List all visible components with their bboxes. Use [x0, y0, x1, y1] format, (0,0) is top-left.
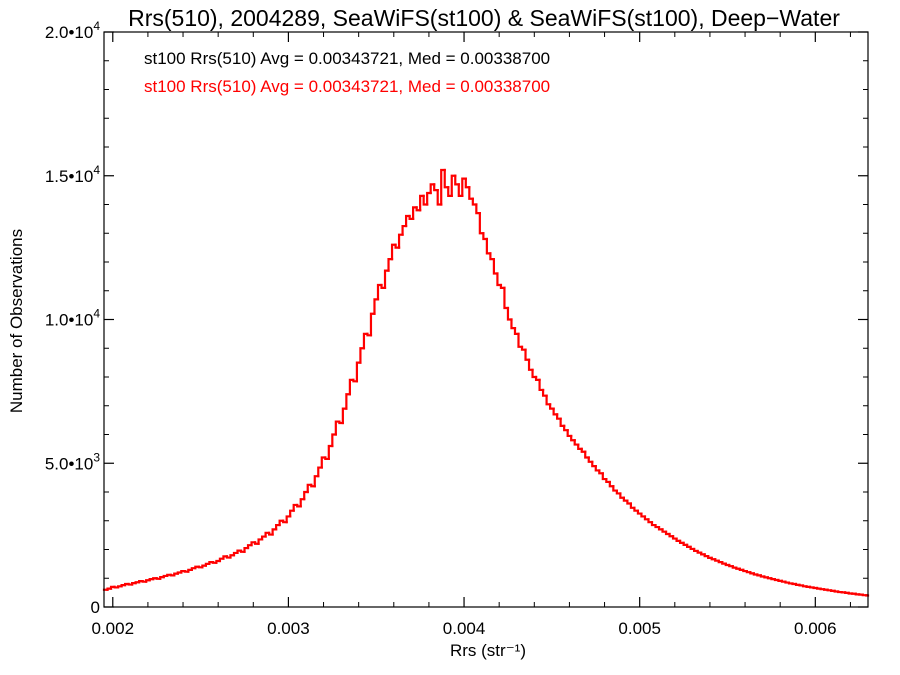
histogram-series [102, 168, 870, 597]
x-tick-label: 0.006 [794, 619, 837, 638]
x-tick-label: 0.002 [92, 619, 135, 638]
y-tick-label: 1.0•104 [45, 307, 101, 330]
y-tick-label: 2.0•104 [45, 19, 101, 42]
annotation-red: st100 Rrs(510) Avg = 0.00343721, Med = 0… [144, 77, 550, 96]
y-tick-label: 1.5•104 [45, 163, 101, 186]
annotation-black: st100 Rrs(510) Avg = 0.00343721, Med = 0… [144, 49, 550, 68]
annotation-group: st100 Rrs(510) Avg = 0.00343721, Med = 0… [144, 49, 550, 96]
chart-title: Rrs(510), 2004289, SeaWiFS(st100) & SeaW… [128, 5, 840, 31]
x-tick-label: 0.005 [618, 619, 661, 638]
y-tick-label: 0 [91, 598, 100, 617]
x-axis-label: Rrs (str⁻¹) [450, 641, 526, 660]
x-tick-label: 0.003 [267, 619, 310, 638]
y-tick-label: 5.0•103 [45, 450, 101, 473]
axes: 0.002 0.003 0.004 0.005 0.006 0 5.0•103 1.0•104… [45, 19, 869, 638]
x-tick-label: 0.004 [443, 619, 486, 638]
y-axis-label: Number of Observations [7, 229, 26, 413]
